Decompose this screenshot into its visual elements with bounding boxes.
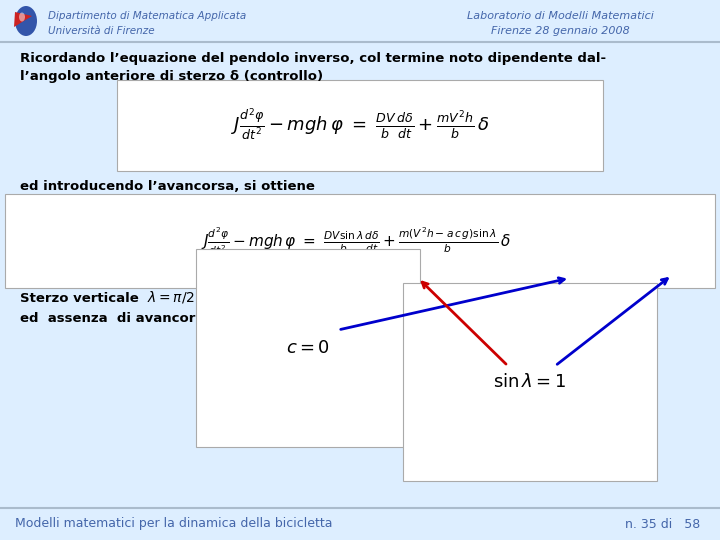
Text: n. 35 di   58: n. 35 di 58 (625, 517, 700, 530)
Text: Laboratorio di Modelli Matematici
Firenze 28 gennaio 2008: Laboratorio di Modelli Matematici Firenz… (467, 11, 654, 36)
Polygon shape (14, 12, 32, 27)
Text: Dipartimento di Matematica Applicata
Università di Firenze: Dipartimento di Matematica Applicata Uni… (48, 11, 246, 36)
Text: ed  assenza  di avancorsa: ed assenza di avancorsa (20, 312, 212, 325)
Ellipse shape (19, 12, 25, 22)
Text: $c = 0$: $c = 0$ (286, 339, 330, 357)
Ellipse shape (15, 6, 37, 36)
Text: l’angolo anteriore di sterzo δ (controllo): l’angolo anteriore di sterzo δ (controll… (20, 70, 323, 83)
FancyBboxPatch shape (117, 80, 603, 171)
Text: $J\frac{d^2\varphi}{dt^2} - mgh\,\varphi \ = \ \frac{DV\sin\lambda}{b}\frac{d\de: $J\frac{d^2\varphi}{dt^2} - mgh\,\varphi… (201, 225, 511, 256)
Text: Ricordando l’equazione del pendolo inverso, col termine noto dipendente dal-: Ricordando l’equazione del pendolo inver… (20, 52, 606, 65)
Text: $J\frac{d^2\varphi}{dt^2} - mgh\,\varphi \ = \ \frac{DV}{b}\frac{d\delta}{dt} + : $J\frac{d^2\varphi}{dt^2} - mgh\,\varphi… (230, 107, 490, 143)
Text: $\lambda = \pi/2$: $\lambda = \pi/2$ (147, 289, 194, 305)
Text: Modelli matematici per la dinamica della bicicletta: Modelli matematici per la dinamica della… (15, 517, 333, 530)
FancyBboxPatch shape (5, 194, 715, 288)
Text: Sterzo verticale: Sterzo verticale (20, 292, 139, 305)
Text: $\sin\lambda = 1$: $\sin\lambda = 1$ (493, 373, 567, 391)
Text: ed introducendo l’avancorsa, si ottiene: ed introducendo l’avancorsa, si ottiene (20, 180, 315, 193)
